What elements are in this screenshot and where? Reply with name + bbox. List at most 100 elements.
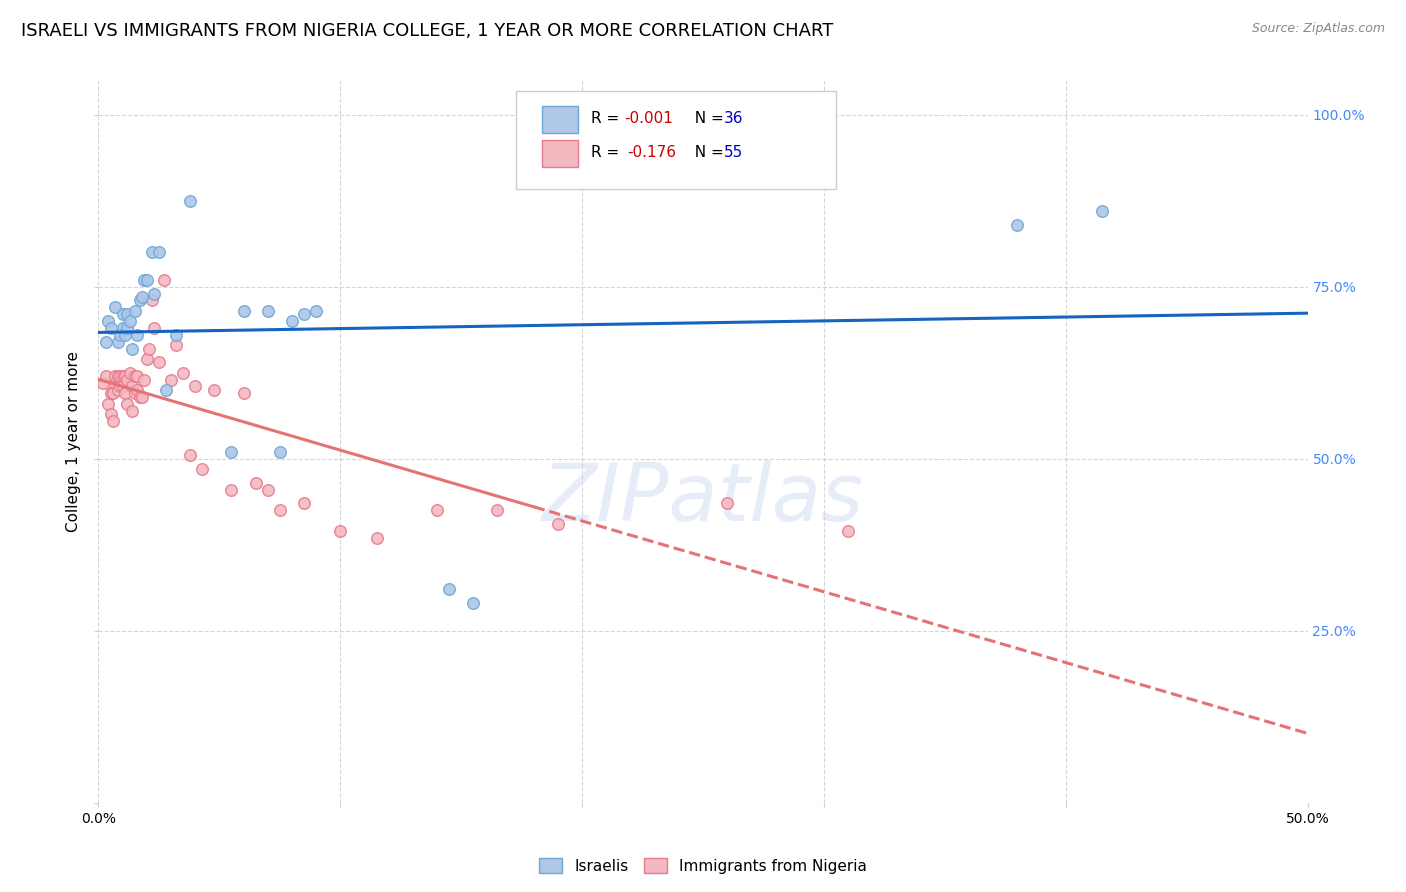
Point	[232, 386, 254, 401]
Text: R =: R =	[591, 112, 624, 126]
Point	[117, 373, 139, 387]
Point	[124, 303, 146, 318]
Point	[121, 403, 143, 417]
Point	[97, 314, 120, 328]
Point	[111, 379, 134, 393]
Point	[128, 390, 150, 404]
Point	[107, 369, 129, 384]
Point	[204, 383, 226, 397]
Point	[101, 414, 124, 428]
Point	[91, 376, 114, 390]
Point	[1091, 204, 1114, 219]
Point	[221, 483, 243, 497]
Point	[135, 351, 157, 366]
Point	[716, 496, 738, 510]
Point	[108, 327, 131, 342]
Text: ISRAELI VS IMMIGRANTS FROM NIGERIA COLLEGE, 1 YEAR OR MORE CORRELATION CHART: ISRAELI VS IMMIGRANTS FROM NIGERIA COLLE…	[21, 22, 834, 40]
Point	[366, 531, 388, 545]
Point	[94, 334, 117, 349]
Text: N =: N =	[685, 112, 728, 126]
Point	[114, 369, 136, 384]
Point	[114, 386, 136, 401]
Point	[837, 524, 859, 538]
Point	[221, 445, 243, 459]
Point	[134, 373, 156, 387]
Point	[143, 321, 166, 335]
Point	[165, 327, 187, 342]
Point	[97, 397, 120, 411]
Point	[117, 321, 139, 335]
Point	[245, 475, 267, 490]
Point	[143, 286, 166, 301]
Text: Source: ZipAtlas.com: Source: ZipAtlas.com	[1251, 22, 1385, 36]
Point	[108, 379, 131, 393]
Point	[94, 369, 117, 384]
Point	[114, 327, 136, 342]
Point	[305, 303, 328, 318]
Point	[172, 366, 194, 380]
Point	[108, 369, 131, 384]
Point	[127, 327, 149, 342]
Point	[111, 307, 134, 321]
Point	[101, 386, 124, 401]
Point	[128, 293, 150, 308]
Y-axis label: College, 1 year or more: College, 1 year or more	[66, 351, 82, 532]
Point	[547, 517, 569, 532]
Point	[437, 582, 460, 597]
Point	[256, 483, 278, 497]
Point	[184, 379, 207, 393]
Point	[118, 366, 141, 380]
Point	[281, 314, 304, 328]
Point	[135, 273, 157, 287]
Point	[256, 303, 278, 318]
Point	[104, 369, 127, 384]
Text: 55: 55	[724, 145, 742, 160]
Point	[463, 596, 485, 610]
Point	[152, 273, 174, 287]
Point	[107, 383, 129, 397]
Text: 36: 36	[724, 112, 742, 126]
Point	[148, 355, 170, 369]
Text: -0.001: -0.001	[624, 112, 673, 126]
Point	[329, 524, 352, 538]
Point	[165, 338, 187, 352]
Point	[124, 386, 146, 401]
Point	[131, 290, 153, 304]
Point	[104, 376, 127, 390]
Point	[155, 383, 177, 397]
Point	[118, 314, 141, 328]
Point	[232, 303, 254, 318]
Point	[160, 373, 183, 387]
Point	[131, 390, 153, 404]
Point	[292, 307, 315, 321]
Text: R =: R =	[591, 145, 628, 160]
Point	[100, 407, 122, 421]
Point	[100, 321, 122, 335]
Point	[141, 245, 163, 260]
Point	[1007, 218, 1029, 232]
Point	[486, 503, 509, 517]
Point	[111, 369, 134, 384]
Point	[138, 342, 160, 356]
Point	[127, 383, 149, 397]
Point	[141, 293, 163, 308]
Point	[292, 496, 315, 510]
Point	[117, 397, 139, 411]
Text: -0.176: -0.176	[627, 145, 676, 160]
Point	[121, 379, 143, 393]
Point	[134, 273, 156, 287]
FancyBboxPatch shape	[543, 139, 578, 167]
Point	[269, 445, 291, 459]
Legend: Israelis, Immigrants from Nigeria: Israelis, Immigrants from Nigeria	[533, 852, 873, 880]
Point	[269, 503, 291, 517]
Point	[148, 245, 170, 260]
Point	[127, 369, 149, 384]
Text: ZIPatlas: ZIPatlas	[541, 460, 865, 539]
Point	[426, 503, 449, 517]
Point	[179, 194, 201, 208]
Point	[124, 369, 146, 384]
Text: N =: N =	[685, 145, 728, 160]
FancyBboxPatch shape	[543, 105, 578, 133]
Point	[191, 462, 214, 476]
Point	[179, 448, 201, 462]
